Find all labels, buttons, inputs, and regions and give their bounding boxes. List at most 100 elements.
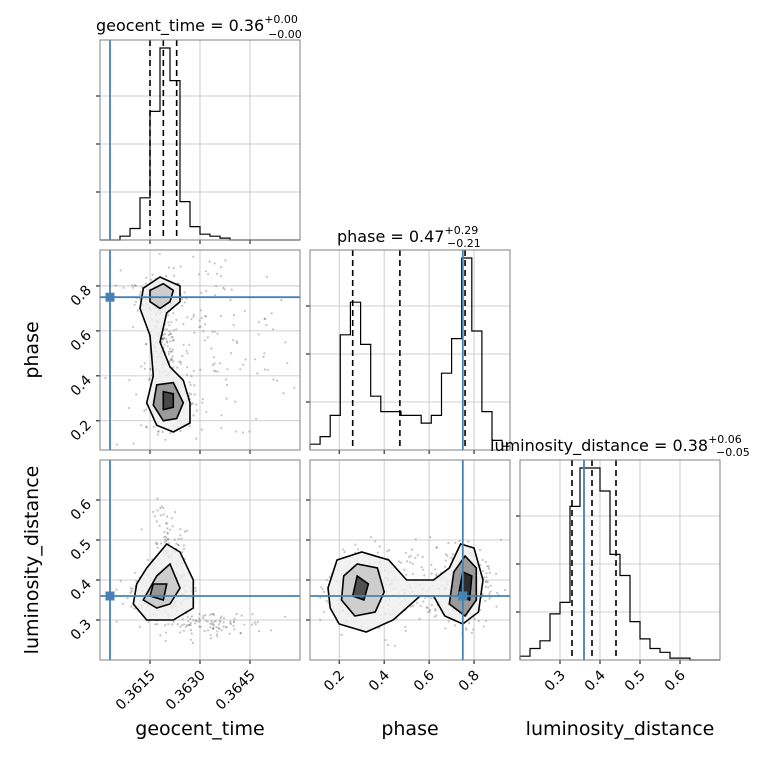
sample-point (167, 333, 170, 337)
sample-point (211, 627, 215, 630)
sample-point (132, 442, 135, 445)
sample-point (488, 597, 491, 600)
sample-point (164, 438, 167, 441)
sample-point (243, 309, 246, 313)
sample-point (451, 553, 454, 556)
sample-point (225, 383, 228, 386)
sample-point (206, 336, 209, 339)
sample-point (250, 623, 254, 626)
sample-point (500, 538, 503, 541)
sample-point (423, 574, 426, 577)
sample-point (409, 554, 412, 557)
sample-point (131, 587, 134, 590)
sample-point (435, 546, 438, 549)
sample-point (487, 586, 490, 589)
sample-point (203, 629, 206, 633)
sample-point (425, 606, 428, 609)
sample-point (265, 275, 268, 278)
sample-point (228, 632, 231, 635)
sample-point (487, 567, 490, 570)
sample-point (163, 535, 166, 539)
sample-point (174, 510, 177, 514)
sample-point (171, 623, 174, 626)
sample-point (183, 623, 186, 626)
title-text: luminosity_distance = 0.38 (490, 436, 708, 456)
axes-frame (519, 459, 721, 661)
sample-point (261, 623, 263, 625)
sample-point (263, 352, 266, 355)
sample-point (181, 354, 184, 358)
contour-level-3 (162, 390, 175, 411)
x-tick-label-luminosity-distance: 0.3 (542, 668, 569, 695)
sample-point (219, 621, 222, 624)
sample-point (181, 551, 184, 554)
sample-point (133, 303, 136, 306)
sample-point (216, 370, 219, 373)
sample-point (216, 630, 219, 633)
sample-point (224, 259, 227, 262)
sample-point (162, 336, 165, 339)
sample-point (183, 291, 186, 294)
sample-point (172, 267, 175, 270)
sample-point (276, 379, 279, 382)
sample-point (215, 272, 218, 275)
sample-point (486, 580, 489, 584)
sample-point (230, 288, 233, 291)
sample-point (122, 286, 125, 289)
sample-point (177, 543, 180, 547)
sample-point (321, 588, 324, 591)
sample-point (169, 350, 172, 353)
sample-point (479, 608, 482, 611)
sample-point (434, 608, 437, 611)
sample-point (184, 625, 188, 628)
sample-point (213, 369, 216, 372)
title-plus: +0.06 (708, 433, 742, 446)
sample-point (323, 610, 326, 613)
sample-point (369, 536, 373, 539)
sample-point (446, 554, 449, 558)
sample-point (210, 347, 213, 350)
sample-point (162, 506, 165, 510)
sample-point (193, 622, 197, 625)
sample-point (170, 336, 173, 339)
sample-point (201, 397, 204, 401)
histogram-panel-geocent-time (96, 39, 301, 244)
sample-point (420, 566, 423, 569)
sample-point (185, 373, 189, 376)
sample-point (133, 284, 136, 287)
sample-point (167, 314, 170, 317)
sample-point (164, 538, 167, 541)
sample-point (156, 509, 159, 512)
sample-point (213, 362, 216, 365)
sample-point (164, 639, 167, 643)
sample-point (128, 379, 131, 382)
title-plus: +0.00 (264, 13, 298, 26)
sample-point (414, 538, 417, 541)
sample-point (182, 323, 185, 326)
sample-point (233, 617, 236, 620)
sample-point (426, 606, 429, 609)
sample-point (167, 321, 170, 324)
sample-point (181, 618, 184, 621)
sample-point (138, 293, 141, 296)
sample-point (280, 298, 283, 302)
sample-point (172, 366, 175, 369)
sample-point (240, 614, 243, 617)
sample-point (192, 369, 195, 372)
sample-point (511, 597, 513, 599)
sample-point (216, 332, 219, 335)
sample-point (244, 358, 247, 361)
histogram-phase (309, 257, 511, 450)
sample-point (394, 644, 397, 647)
sample-point (180, 362, 183, 365)
sample-point (169, 347, 172, 350)
sample-point (204, 270, 208, 273)
sample-point (186, 366, 189, 369)
sample-point (198, 625, 201, 628)
sample-point (253, 621, 256, 624)
sample-point (166, 527, 169, 530)
sample-point (235, 340, 238, 343)
sample-point (115, 620, 118, 623)
sample-point (220, 427, 223, 430)
